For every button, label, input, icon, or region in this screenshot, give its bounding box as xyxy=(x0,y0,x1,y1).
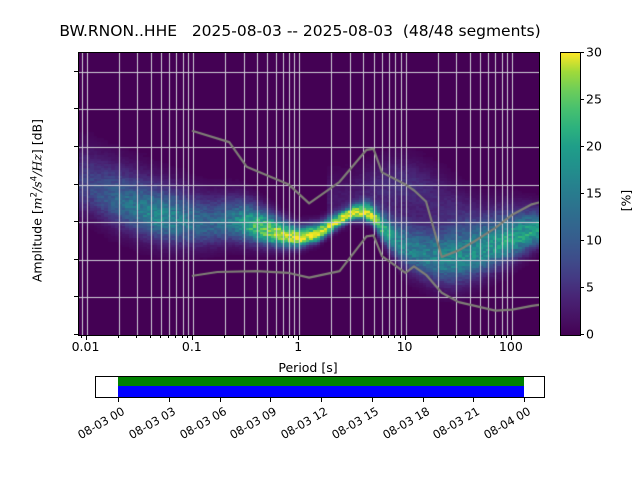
colorbar-tick-label: 15 xyxy=(586,185,602,201)
timeline-tick-mark xyxy=(270,398,272,402)
colorbar-tick-label: 10 xyxy=(586,232,602,248)
x-axis-tick-label: 100 xyxy=(498,339,523,354)
x-axis-minor-tick xyxy=(330,335,332,338)
colorbar-tick-mark xyxy=(580,193,584,194)
x-axis-minor-tick xyxy=(168,335,170,338)
x-axis-minor-tick xyxy=(455,335,457,338)
x-axis-minor-tick xyxy=(287,335,289,338)
x-axis-minor-tick xyxy=(348,335,350,338)
x-axis-tick-label: 1 xyxy=(294,339,303,354)
x-axis-minor-tick xyxy=(186,335,188,338)
x-axis-minor-tick xyxy=(281,335,283,338)
timeline-tick-mark xyxy=(168,398,170,402)
colorbar-tick-mark xyxy=(580,334,584,335)
timeline-tick-mark xyxy=(321,398,322,402)
timeline-data-coverage-bar xyxy=(118,377,524,386)
x-axis-minor-tick xyxy=(478,335,480,338)
y-axis-tick-mark xyxy=(74,146,79,147)
x-axis-minor-tick xyxy=(372,335,374,338)
y-axis-label: Amplitude [m2/s4/Hz] [dB] xyxy=(29,119,45,283)
x-axis-minor-tick xyxy=(149,335,151,338)
timeline-tick-mark xyxy=(371,398,373,402)
x-axis-minor-tick xyxy=(505,335,507,338)
x-axis-major-tick xyxy=(404,335,406,340)
x-axis-tick-label: 0.01 xyxy=(71,339,100,354)
x-axis-minor-tick xyxy=(266,335,268,338)
x-axis-minor-tick xyxy=(242,335,244,338)
x-axis-minor-tick xyxy=(436,335,438,338)
x-axis-major-tick xyxy=(191,335,193,340)
colorbar-tick-label: 5 xyxy=(586,279,594,295)
x-axis-minor-tick xyxy=(468,335,470,338)
x-axis-label: Period [s] xyxy=(278,360,338,375)
colorbar[interactable] xyxy=(560,52,581,336)
colorbar-tick-mark xyxy=(580,287,584,288)
y-axis-tick-mark xyxy=(74,296,79,298)
x-axis-minor-tick xyxy=(500,335,502,338)
x-axis-minor-tick xyxy=(362,335,364,338)
colorbar-tick-mark xyxy=(580,146,584,147)
y-axis-tick-mark xyxy=(74,334,79,335)
colorbar-tick-mark xyxy=(580,240,584,241)
ppsd-plot-area[interactable] xyxy=(78,52,540,336)
colorbar-tick-label: 0 xyxy=(586,326,594,342)
x-axis-minor-tick xyxy=(181,335,183,338)
y-axis-tick-mark xyxy=(74,258,79,260)
x-axis-minor-tick xyxy=(399,335,401,338)
x-axis-minor-tick xyxy=(388,335,390,338)
x-axis-minor-tick xyxy=(380,335,382,338)
x-axis-minor-tick xyxy=(159,335,161,338)
x-axis-major-tick xyxy=(298,335,300,340)
y-axis-tick-mark xyxy=(74,183,79,185)
x-axis-minor-tick xyxy=(274,335,276,338)
y-axis-tick-mark xyxy=(74,70,79,72)
page-title: BW.RNON..HHE 2025-08-03 -- 2025-08-03 (4… xyxy=(59,22,541,40)
x-axis-minor-tick xyxy=(136,335,138,338)
timeline-tick-mark xyxy=(422,398,424,402)
x-axis-minor-tick xyxy=(117,335,119,338)
noise-model-overlay xyxy=(79,53,539,335)
x-axis-minor-tick xyxy=(255,335,257,338)
x-axis-tick-label: 0.1 xyxy=(181,339,202,354)
x-axis-minor-tick xyxy=(175,335,177,338)
x-axis-major-tick xyxy=(85,335,87,340)
x-axis-minor-tick xyxy=(487,335,489,338)
timeline-tick-mark xyxy=(473,398,475,402)
timeline-tick-mark xyxy=(219,398,221,402)
timeline-psd-coverage-bar xyxy=(118,386,524,397)
timeline-coverage-axes[interactable] xyxy=(95,376,545,398)
colorbar-tick-label: 25 xyxy=(586,91,602,107)
timeline-tick-mark xyxy=(524,398,525,402)
x-axis-minor-tick xyxy=(80,335,82,338)
colorbar-label: [%] xyxy=(618,189,634,212)
x-axis-major-tick xyxy=(510,335,512,340)
colorbar-tick-label: 20 xyxy=(586,138,602,154)
colorbar-tick-label: 30 xyxy=(586,44,602,60)
x-axis-minor-tick xyxy=(223,335,225,338)
y-axis-tick-mark xyxy=(74,221,79,223)
y-axis-tick-mark xyxy=(74,108,79,110)
colorbar-tick-mark xyxy=(580,52,584,53)
x-axis-tick-label: 10 xyxy=(396,339,413,354)
x-axis-minor-tick xyxy=(394,335,396,338)
timeline-tick-mark xyxy=(118,398,119,402)
x-axis-minor-tick xyxy=(494,335,496,338)
colorbar-tick-mark xyxy=(580,99,584,100)
x-axis-minor-tick xyxy=(293,335,295,338)
